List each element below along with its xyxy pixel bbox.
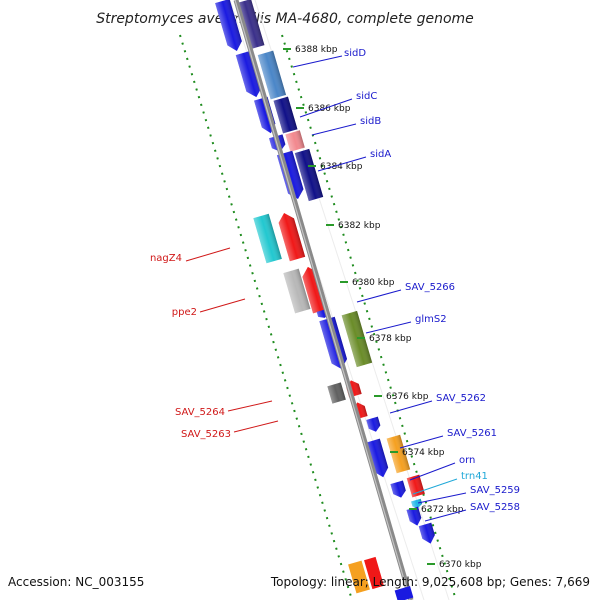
gene-feature xyxy=(390,480,406,498)
gene-feature xyxy=(327,382,346,404)
map-title: Streptomyces avermitilis MA-4680, comple… xyxy=(96,11,474,27)
tick-label: 6376 kbp xyxy=(386,392,429,402)
tick-label: 6374 kbp xyxy=(402,448,445,458)
tick-label: 6386 kbp xyxy=(308,104,351,114)
topology-label: Topology: linear; Length: 9,025,608 bp; … xyxy=(270,575,590,589)
gene-label: SAV_5258 xyxy=(470,502,520,513)
gene-feature xyxy=(294,148,324,202)
tick-label: 6382 kbp xyxy=(338,221,381,231)
gene-label: SAV_5263 xyxy=(181,429,231,440)
tick-labels: 6388 kbp 6386 kbp 6384 kbp 6382 kbp 6380 kbp… xyxy=(283,45,482,570)
tick-label: 6388 kbp xyxy=(295,45,338,55)
gene-feature xyxy=(237,0,265,49)
label-leader-line xyxy=(399,435,444,449)
label-leader-line xyxy=(417,492,467,504)
gene-label: SAV_5262 xyxy=(436,393,486,404)
tick-label: 6380 kbp xyxy=(352,278,395,288)
gene-feature xyxy=(215,0,242,51)
label-leader-line xyxy=(185,247,231,262)
gene-feature xyxy=(386,434,411,474)
gene-label: orn xyxy=(459,455,475,466)
gene-feature xyxy=(366,416,381,432)
label-leader-line xyxy=(292,55,343,68)
gene-label: SAV_5264 xyxy=(175,407,225,418)
gene-features xyxy=(215,0,435,544)
gene-label: sidD xyxy=(344,48,366,59)
label-leader-line xyxy=(389,400,433,414)
gene-feature xyxy=(341,310,373,368)
label-leader-line xyxy=(412,478,458,495)
backbone-highlight xyxy=(234,0,411,600)
tick-label: 6372 kbp xyxy=(421,505,464,515)
genome-backbone xyxy=(233,0,414,600)
gene-feature xyxy=(411,498,423,508)
gene-feature xyxy=(365,438,389,478)
label-leader-line xyxy=(356,289,402,303)
gene-feature xyxy=(278,212,306,262)
partial-features xyxy=(348,556,414,600)
gene-label: SAV_5266 xyxy=(405,282,455,293)
gene-label: glmS2 xyxy=(415,314,447,325)
gene-feature xyxy=(364,556,384,590)
label-leader-line xyxy=(227,400,273,412)
gene-feature xyxy=(285,130,305,152)
gene-feature xyxy=(348,560,370,594)
tick-label: 6370 kbp xyxy=(439,560,482,570)
gene-label: SAV_5261 xyxy=(447,428,497,439)
gene-feature xyxy=(253,213,282,264)
gene-label: ppe2 xyxy=(172,307,197,318)
tick-label: 6378 kbp xyxy=(369,334,412,344)
gene-feature xyxy=(283,268,311,314)
gene-feature xyxy=(418,522,435,544)
gene-feature xyxy=(406,506,422,526)
gene-label: sidB xyxy=(360,116,381,127)
label-leader-line xyxy=(233,420,279,433)
gene-labels: sidD sidC sidB sidA SAV_5266 glmS2 SAV_5262 SAV… xyxy=(150,48,520,522)
gene-label: nagZ4 xyxy=(150,253,182,264)
tick-label: 6384 kbp xyxy=(320,162,363,172)
label-leader-line xyxy=(409,462,456,481)
label-leader-line xyxy=(299,98,353,118)
gene-label: SAV_5259 xyxy=(470,485,520,496)
label-leader-line xyxy=(199,298,246,313)
gene-feature xyxy=(257,50,287,100)
accession-label: Accession: NC_003155 xyxy=(8,575,144,589)
gene-feature xyxy=(235,50,262,98)
gene-feature xyxy=(273,96,298,134)
label-leader-line xyxy=(311,123,357,136)
label-leader-line xyxy=(317,156,367,172)
gene-feature xyxy=(394,586,414,600)
label-leader-line xyxy=(424,509,467,522)
gene-label: trn41 xyxy=(461,471,488,482)
label-leader-line xyxy=(365,321,412,334)
gene-label: sidC xyxy=(356,91,377,102)
gene-label: sidA xyxy=(370,149,391,160)
